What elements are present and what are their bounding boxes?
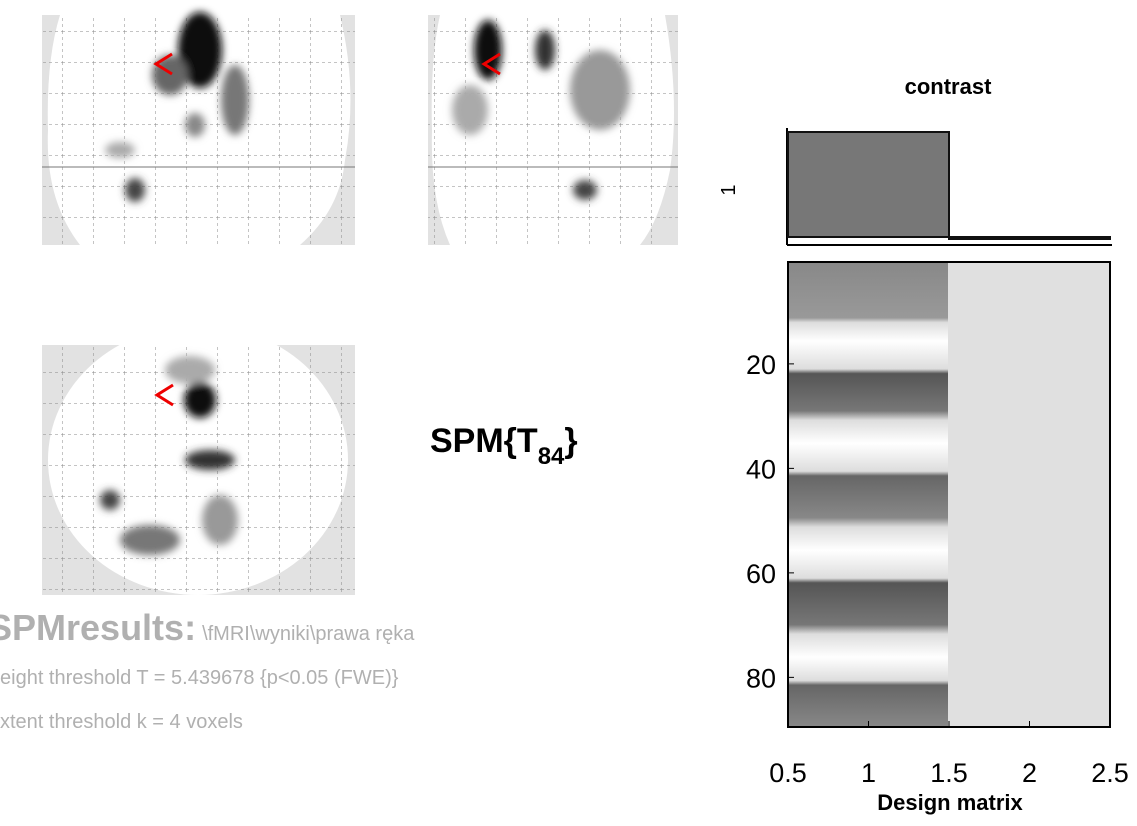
results-path: \fMRI\wyniki\prawa ręka xyxy=(202,623,415,645)
spm-results-window: SPM{T84} SPMresults: \fMRI\wyniki\prawa r… xyxy=(0,0,1137,826)
stat-suffix: } xyxy=(564,422,577,460)
y-tick-label: 60 xyxy=(746,559,776,589)
y-tick-label: 20 xyxy=(746,350,776,380)
x-tick-label: 2.5 xyxy=(1091,758,1129,788)
glass-brain-axial xyxy=(42,325,355,595)
glass-brain-sagittal xyxy=(42,12,355,245)
x-tick-label: 0.5 xyxy=(769,758,807,788)
contrast-label: 1 xyxy=(718,184,740,195)
x-tick-label: 2 xyxy=(1022,758,1037,788)
contrast-title: contrast xyxy=(905,74,992,99)
results-heading: SPMresults: xyxy=(0,607,196,648)
stat-df: 84 xyxy=(538,443,565,470)
contrast-bar xyxy=(949,237,1110,239)
glass-brain-coronal xyxy=(428,15,678,245)
height-threshold: eight threshold T = 5.439678 {p<0.05 (FW… xyxy=(0,667,399,689)
extent-threshold: xtent threshold k = 4 voxels xyxy=(0,711,243,733)
stat-title: SPM{T84} xyxy=(430,422,578,470)
y-tick-label: 80 xyxy=(746,663,776,693)
x-tick-label: 1.5 xyxy=(930,758,968,788)
contrast-bar xyxy=(788,132,949,237)
design-matrix xyxy=(788,262,1110,727)
stat-prefix: SPM{T xyxy=(430,422,538,460)
x-axis-label: Design matrix xyxy=(877,790,1023,815)
y-tick-label: 40 xyxy=(746,454,776,484)
x-tick-label: 1 xyxy=(861,758,876,788)
contrast-panel xyxy=(787,128,1112,245)
results-heading-line: SPMresults: \fMRI\wyniki\prawa ręka xyxy=(0,607,415,648)
